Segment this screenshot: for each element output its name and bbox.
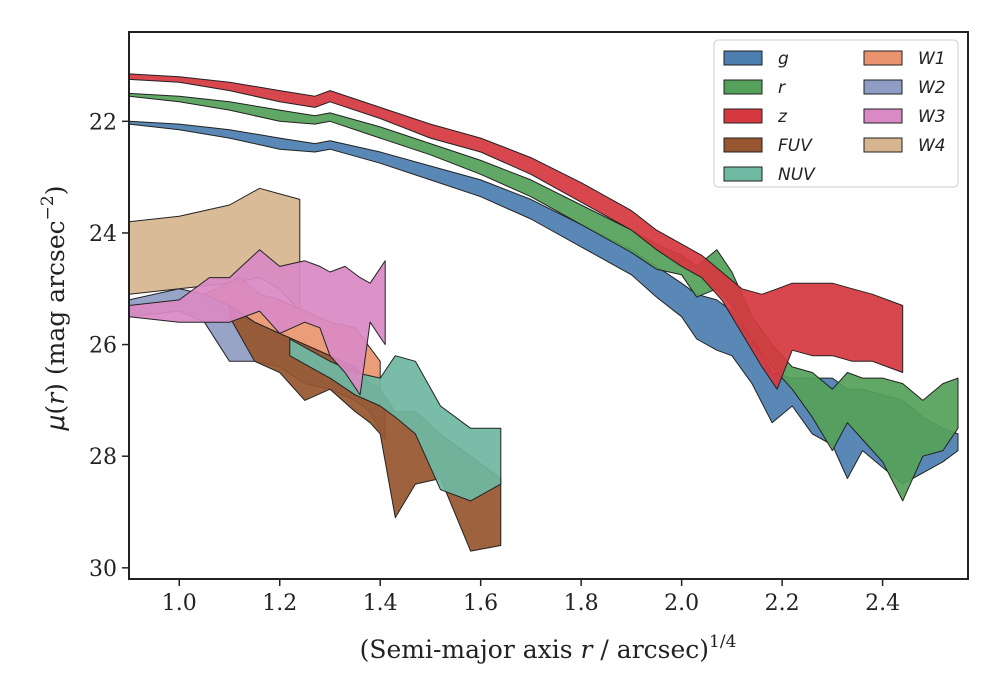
legend-label-z: z (777, 107, 788, 127)
legend-swatch-w2 (863, 79, 903, 95)
legend: grz FUV NUV W1 W2 W3 W4 (713, 39, 959, 188)
x-tick-label: 2.4 (865, 591, 900, 616)
band-z (129, 73, 904, 390)
legend-label-nuv: NUV (778, 165, 816, 185)
y-axis-ticks: 22 24 26 28 30 (89, 110, 129, 582)
band-nuv (289, 338, 502, 502)
legend-swatch-w3 (863, 108, 903, 124)
legend-label-w1: W1 (918, 49, 946, 69)
legend-swatch-w1 (863, 50, 903, 66)
y-tick-label: 28 (89, 445, 117, 470)
band-r (129, 92, 959, 502)
legend-label-w3: W3 (918, 107, 946, 127)
band-layer (129, 73, 959, 552)
legend-swatch-z (723, 108, 763, 124)
x-tick-label: 2.0 (664, 591, 699, 616)
legend-label-w2: W2 (918, 78, 946, 98)
plot-frame (128, 31, 969, 580)
x-axis-ticks: 1.0 1.2 1.4 1.6 1.8 2.0 2.2 2.4 (162, 579, 900, 616)
x-tick-label: 1.8 (564, 591, 599, 616)
legend-swatch-fuv (723, 137, 763, 153)
x-tick-label: 1.2 (262, 591, 297, 616)
band-w3 (129, 249, 386, 396)
y-tick-label: 22 (89, 110, 117, 135)
legend-swatch-r (723, 79, 763, 95)
y-tick-label: 26 (89, 334, 117, 359)
x-tick-label: 2.2 (765, 591, 800, 616)
x-axis-label: (Semi-major axis r / arcsec)1/4 (360, 632, 737, 664)
y-axis-label: μ(r) (mag arcsec−2) (38, 186, 70, 432)
legend-label-r: r (778, 78, 786, 98)
y-tick-label: 30 (89, 557, 117, 582)
legend-label-w4: W4 (918, 136, 946, 156)
legend-swatch-w4 (863, 137, 903, 153)
legend-swatch-nuv (723, 166, 763, 182)
y-tick-label: 24 (89, 222, 117, 247)
x-tick-label: 1.4 (363, 591, 398, 616)
legend-label-fuv: FUV (778, 136, 813, 156)
legend-label-g: g (778, 49, 789, 69)
x-tick-label: 1.0 (162, 591, 197, 616)
legend-swatch-g (723, 50, 763, 66)
x-tick-label: 1.6 (463, 591, 498, 616)
